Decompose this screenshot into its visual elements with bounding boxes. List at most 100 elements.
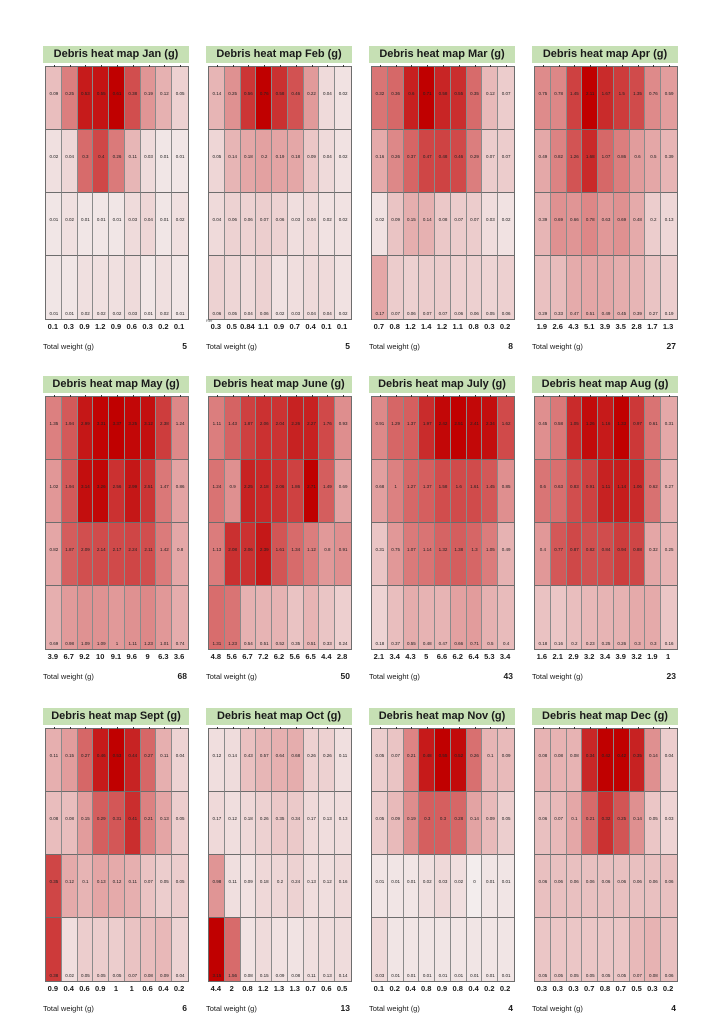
heatmap-cell [498, 193, 514, 256]
cell-value-label: 0.69 [617, 216, 627, 222]
heatmap-cell [598, 586, 614, 649]
heatmap-cell [419, 193, 436, 256]
heatmap-cell [172, 729, 188, 792]
heatmap-cell [240, 193, 257, 256]
cell-value-label: 0.14 [648, 752, 658, 758]
column-total: 4.4 [210, 984, 222, 993]
cell-value-label: 0.45 [617, 311, 627, 316]
heatmap-cell [582, 918, 599, 981]
heatmap-cell [303, 729, 320, 792]
heatmap-cell [93, 586, 110, 649]
cell-value-label: 1.05 [570, 420, 579, 426]
column-tick [248, 395, 250, 398]
heatmap-cell [613, 130, 630, 193]
heatmap-cell [156, 256, 173, 319]
cell-value-label: 0.59 [664, 90, 674, 96]
heatmap-cell [598, 918, 614, 981]
heatmap-cell [482, 256, 499, 319]
column-total: 9.6 [126, 652, 137, 661]
column-total: 0.2 [499, 984, 511, 993]
column-tick [69, 727, 71, 730]
heatmap-cell [46, 586, 62, 649]
cell-value-label: 1.45 [570, 90, 579, 96]
heatmap-cell [613, 460, 630, 523]
cell-value-label: 1.14 [617, 483, 627, 489]
cell-value-label: 0.09 [49, 90, 59, 96]
heatmap-cell [335, 855, 351, 918]
heatmap-cell [77, 792, 94, 855]
cell-value-label: 0.17 [375, 311, 385, 316]
heatmap-cell [498, 855, 514, 918]
column-tick [542, 395, 544, 398]
heatmap-cell [629, 256, 646, 319]
column-total: 6.7 [63, 652, 74, 661]
heatmap-cell [387, 855, 404, 918]
cell-value-label: 0.18 [244, 153, 253, 159]
cell-value-label: 2.18 [259, 483, 269, 489]
cell-value-label: 0.25 [65, 90, 75, 96]
heatmap-cell [156, 918, 173, 981]
column-total: 0.3 [552, 984, 563, 993]
cell-value-label: 0.18 [375, 641, 385, 646]
heatmap-cell [287, 855, 304, 918]
heatmap-cell [93, 67, 110, 130]
cell-value-label: 1.56 [228, 973, 238, 978]
heatmap-cell [482, 855, 499, 918]
cell-value-label: 0.01 [159, 153, 169, 159]
heatmap-cell [124, 855, 141, 918]
heatmap-cell [272, 256, 288, 319]
cell-value-label: 0.05 [212, 153, 222, 159]
cell-value-label: 1.23 [228, 641, 238, 646]
cell-value-label: 1.68 [585, 153, 595, 159]
cell-value-label: 0.14 [633, 815, 642, 821]
heatmap-cell [629, 193, 646, 256]
total-weight-value: 50 [340, 671, 350, 681]
heatmap-cell [629, 729, 646, 792]
heatmap-cell [93, 792, 110, 855]
heatmap-cell [209, 523, 225, 586]
heatmap-cell [303, 67, 320, 130]
cell-value-label: 0.4 [98, 153, 105, 159]
heatmap-cell [419, 729, 436, 792]
heatmap-cells: 0.05 0.07 0.21 0.48 0.55 0.52 0.26 0.1 0.09 0.05 0… [371, 727, 515, 982]
column-tick [490, 65, 492, 68]
column-tick [653, 395, 655, 398]
cell-value-label: 0.85 [501, 483, 511, 489]
cell-value-label: 0.33 [322, 641, 332, 646]
chart-title: Debris heat map Sept (g) [43, 708, 189, 725]
cell-value-label: 0.13 [322, 815, 332, 821]
cell-value-label: 0.06 [244, 216, 253, 222]
cell-value-label: 0.46 [291, 90, 301, 96]
column-total: 2.6 [552, 322, 563, 331]
column-total: 0.6 [126, 322, 137, 331]
heatmap-cell [582, 855, 599, 918]
column-total: 0.8 [599, 984, 611, 993]
column-tick [443, 727, 444, 730]
heatmap-cell [566, 523, 583, 586]
cell-value-label: 0.01 [391, 878, 401, 884]
cell-value-label: 1.16 [601, 420, 611, 426]
heatmap-cell [303, 855, 320, 918]
cell-value-label: 0.04 [322, 153, 332, 159]
cell-value-label: 0.05 [175, 90, 185, 96]
heatmap-cell [156, 67, 173, 130]
column-total: 0.3 [568, 984, 579, 993]
heatmap-cell [550, 67, 567, 130]
column-tick [621, 65, 623, 68]
heatmap-cell [303, 397, 320, 460]
cell-value-label: 0.08 [65, 815, 75, 821]
cell-value-label: 0.04 [175, 752, 185, 758]
heatmap-cell [661, 918, 677, 981]
heatmap-cell [498, 397, 514, 460]
heatmap-cell [535, 397, 551, 460]
cell-value-label: 0.38 [128, 90, 138, 96]
heatmap-cell [598, 855, 614, 918]
cell-value-label: 0.11 [160, 752, 169, 758]
cell-value-label: 1.26 [585, 420, 595, 426]
column-tick [574, 727, 576, 730]
cell-value-label: 0.01 [501, 878, 511, 884]
cell-value-label: 0.25 [617, 815, 627, 821]
heatmap-cell [319, 855, 336, 918]
heatmap-cell [550, 256, 567, 319]
cell-value-label: 2.04 [275, 420, 285, 426]
